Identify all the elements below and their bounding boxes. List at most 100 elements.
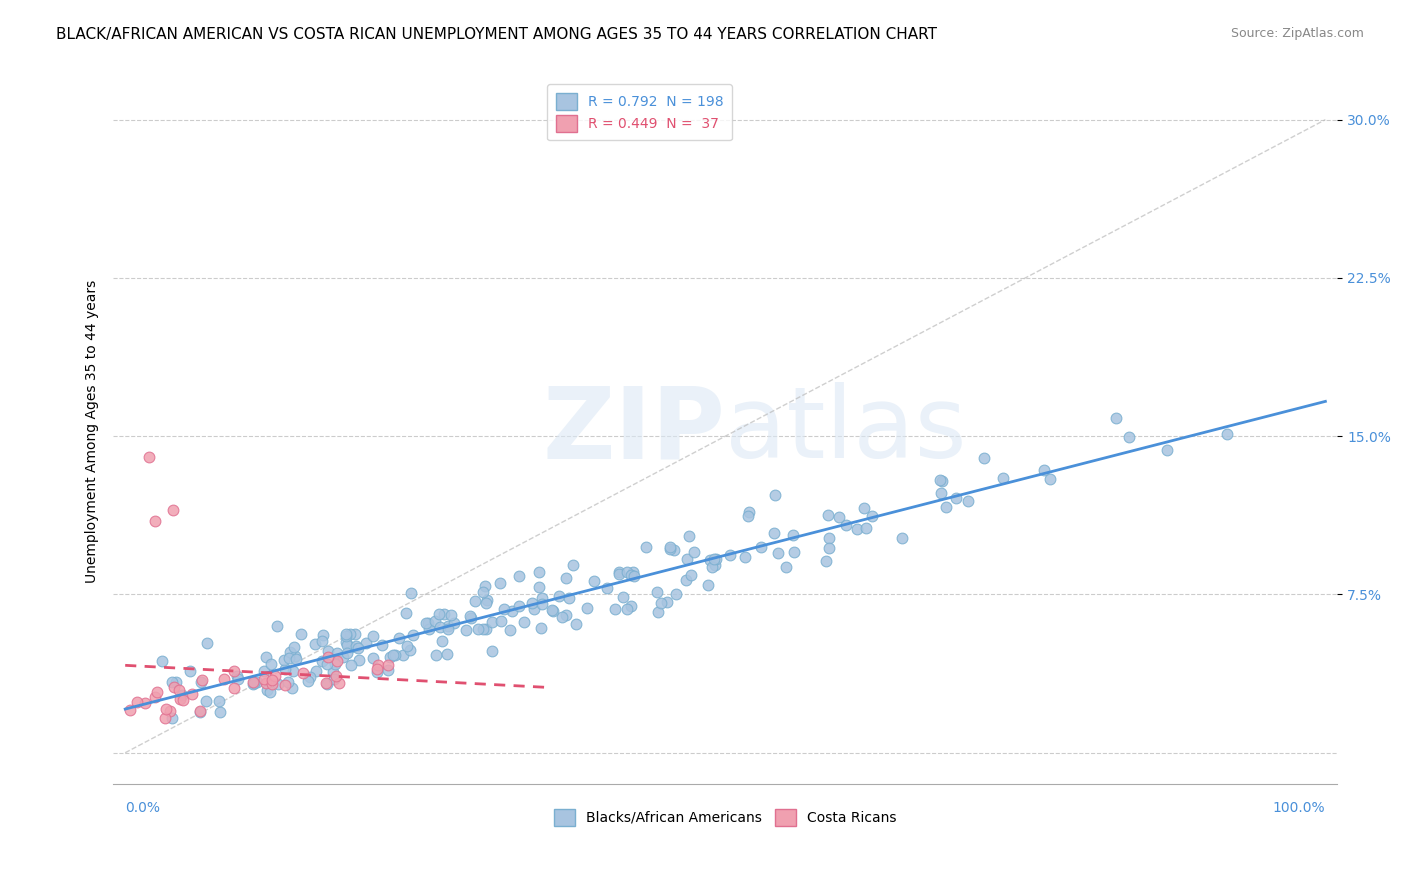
Point bbox=[155, 711, 177, 725]
Point bbox=[316, 676, 339, 690]
Point bbox=[612, 590, 634, 604]
Point bbox=[817, 508, 839, 522]
Point bbox=[522, 596, 544, 610]
Point bbox=[377, 657, 399, 672]
Point bbox=[607, 566, 630, 581]
Point bbox=[620, 599, 643, 614]
Point bbox=[763, 488, 786, 502]
Point bbox=[973, 451, 995, 466]
Point bbox=[335, 629, 357, 643]
Point bbox=[145, 690, 167, 704]
Point bbox=[817, 541, 839, 556]
Point bbox=[430, 634, 453, 648]
Point bbox=[620, 568, 643, 582]
Point bbox=[260, 677, 283, 691]
Point bbox=[160, 711, 183, 725]
Point bbox=[361, 629, 384, 643]
Point bbox=[162, 675, 184, 690]
Point bbox=[460, 611, 482, 625]
Point bbox=[605, 602, 627, 616]
Point bbox=[298, 669, 321, 683]
Point bbox=[555, 607, 578, 622]
Point bbox=[418, 615, 440, 630]
Point bbox=[242, 674, 264, 689]
Point bbox=[328, 676, 350, 690]
Point bbox=[162, 503, 184, 517]
Point bbox=[475, 622, 498, 636]
Point bbox=[425, 648, 447, 663]
Point bbox=[530, 621, 553, 635]
Point bbox=[336, 638, 359, 652]
Point bbox=[645, 584, 668, 599]
Point bbox=[623, 569, 645, 583]
Point bbox=[427, 607, 450, 622]
Point bbox=[281, 681, 304, 695]
Point bbox=[311, 634, 333, 648]
Point bbox=[891, 531, 914, 545]
Point bbox=[150, 655, 173, 669]
Point bbox=[436, 647, 458, 661]
Point bbox=[475, 593, 498, 607]
Point bbox=[274, 677, 297, 691]
Point bbox=[366, 662, 388, 676]
Point bbox=[273, 653, 295, 667]
Point bbox=[335, 626, 357, 640]
Legend: Blacks/African Americans, Costa Ricans: Blacks/African Americans, Costa Ricans bbox=[546, 800, 905, 834]
Point bbox=[993, 471, 1015, 485]
Point bbox=[384, 648, 406, 663]
Point bbox=[281, 664, 304, 678]
Point bbox=[190, 675, 212, 690]
Point bbox=[1032, 463, 1054, 477]
Point bbox=[242, 676, 264, 690]
Point bbox=[616, 565, 638, 579]
Point bbox=[508, 599, 530, 614]
Point bbox=[931, 474, 953, 488]
Point bbox=[398, 643, 420, 657]
Point bbox=[464, 594, 486, 608]
Point bbox=[179, 664, 201, 678]
Point bbox=[283, 640, 305, 655]
Point bbox=[852, 500, 875, 515]
Point bbox=[766, 546, 789, 560]
Point bbox=[190, 704, 212, 718]
Point bbox=[347, 653, 370, 667]
Point bbox=[316, 657, 339, 671]
Point bbox=[429, 620, 451, 634]
Point bbox=[209, 706, 232, 720]
Point bbox=[242, 677, 264, 691]
Point bbox=[325, 668, 347, 682]
Point bbox=[297, 673, 319, 688]
Point bbox=[531, 591, 554, 605]
Point bbox=[492, 602, 515, 616]
Point bbox=[163, 680, 186, 694]
Point bbox=[703, 551, 725, 566]
Point bbox=[945, 491, 967, 506]
Point bbox=[527, 580, 550, 594]
Point bbox=[775, 560, 797, 574]
Point bbox=[322, 665, 344, 680]
Y-axis label: Unemployment Among Ages 35 to 44 years: Unemployment Among Ages 35 to 44 years bbox=[86, 279, 100, 582]
Point bbox=[467, 622, 489, 636]
Point bbox=[481, 644, 503, 658]
Point bbox=[304, 637, 326, 651]
Point bbox=[354, 636, 377, 650]
Point bbox=[315, 676, 337, 690]
Point bbox=[253, 672, 276, 686]
Point bbox=[323, 673, 346, 687]
Point bbox=[344, 639, 367, 653]
Point bbox=[443, 616, 465, 631]
Point bbox=[583, 574, 606, 589]
Point bbox=[134, 696, 156, 710]
Point bbox=[541, 603, 564, 617]
Point bbox=[834, 518, 856, 533]
Point bbox=[437, 618, 460, 632]
Point bbox=[513, 615, 536, 629]
Point bbox=[489, 576, 512, 591]
Point bbox=[402, 627, 425, 641]
Point bbox=[277, 675, 299, 690]
Point bbox=[576, 600, 599, 615]
Point bbox=[323, 657, 346, 671]
Point bbox=[437, 622, 460, 636]
Point bbox=[254, 650, 277, 665]
Point bbox=[737, 505, 759, 519]
